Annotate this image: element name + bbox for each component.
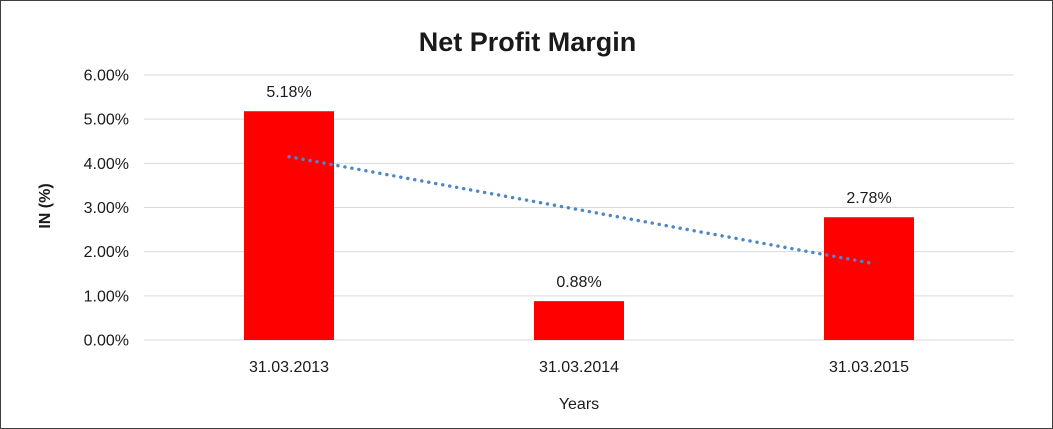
bar-31.03.2013 [244,111,334,340]
y-tick-label: 2.00% [84,244,129,261]
y-tick-label: 3.00% [84,200,129,217]
bar-31.03.2015 [824,217,914,340]
y-tick-label: 4.00% [84,156,129,173]
bar-31.03.2014 [534,301,624,340]
chart-title: Net Profit Margin [418,27,637,57]
y-tick-label: 1.00% [84,288,129,305]
x-axis-title: Years [558,396,600,413]
y-tick-label: 6.00% [84,68,129,85]
bar-value-label: 5.18% [266,84,311,101]
x-tick-label: 31.03.2013 [249,359,329,376]
x-tick-label: 31.03.2014 [539,359,619,376]
bar-value-label: 0.88% [556,274,601,291]
y-tick-label: 0.00% [84,333,129,350]
bar-value-label: 2.78% [846,190,891,207]
y-tick-label: 5.00% [84,112,129,129]
y-axis-title-text: IN (%) [37,183,54,229]
x-tick-label: 31.03.2015 [829,359,909,376]
trendline [287,155,871,265]
